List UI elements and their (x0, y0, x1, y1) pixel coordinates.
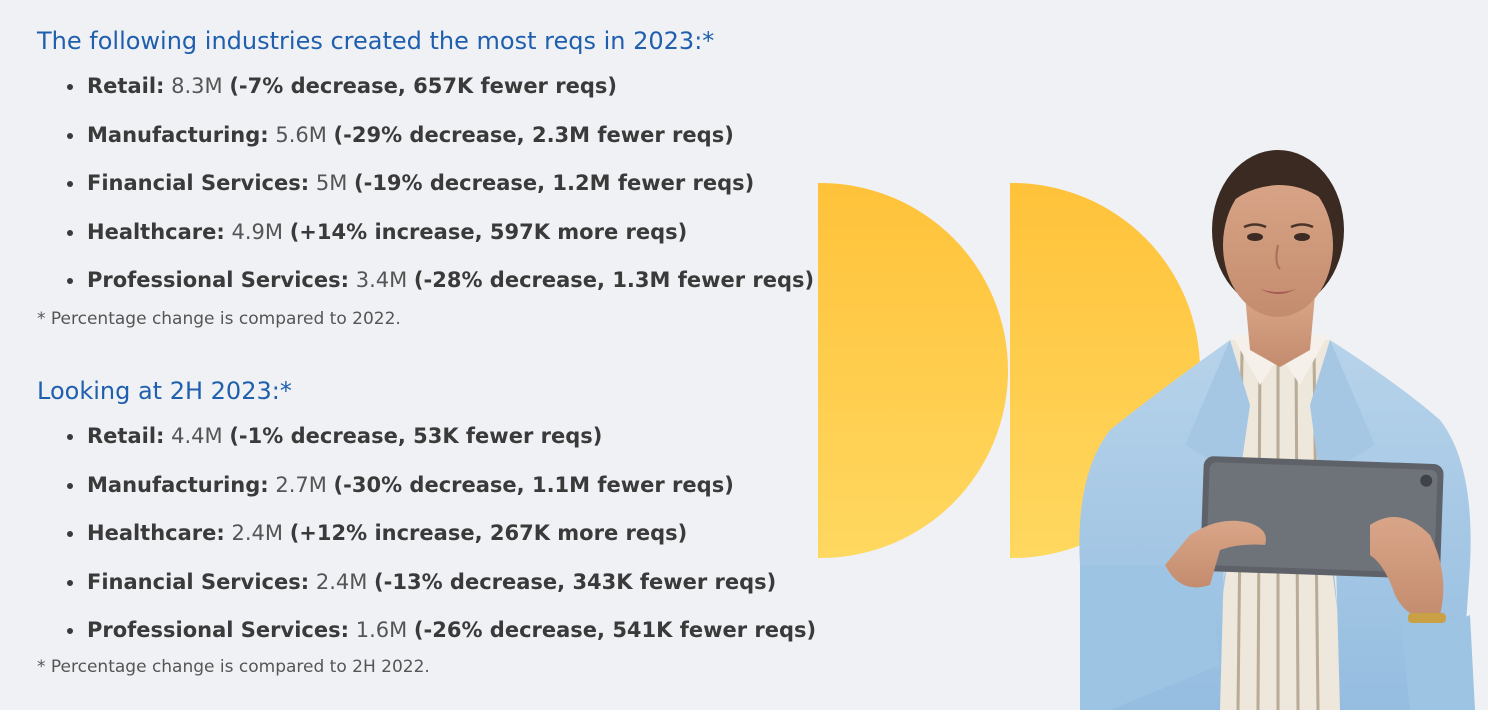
section-heading: Looking at 2H 2023:* (37, 377, 292, 405)
change-text: (-29% decrease, 2.3M fewer reqs) (333, 122, 734, 147)
change-text: (+12% increase, 267K more reqs) (289, 521, 688, 545)
reqs-value: 2.4M (231, 521, 283, 545)
change-text: (-19% decrease, 1.2M fewer reqs) (354, 171, 755, 195)
reqs-value: 4.9M (231, 219, 283, 244)
industry-list: Retail: 8.3M (-7% decrease, 657K fewer r… (37, 66, 814, 309)
reqs-value: 5M (315, 171, 348, 195)
list-item: Professional Services: 3.4M (-28% decrea… (66, 260, 815, 309)
footnote: * Percentage change is compared to 2022. (37, 308, 401, 329)
list-item: Financial Services: 5M (-19% decrease, 1… (66, 163, 814, 212)
footnote: * Percentage change is compared to 2H 20… (37, 656, 430, 677)
industry-label: Retail: (87, 424, 165, 448)
list-item: Healthcare: 4.9M (+14% increase, 597K mo… (66, 212, 814, 261)
list-item: Healthcare: 2.4M (+12% increase, 267K mo… (66, 513, 816, 562)
change-text: (-13% decrease, 343K fewer reqs) (374, 569, 777, 594)
change-text: (-26% decrease, 541K fewer reqs) (413, 618, 817, 642)
list-item: Retail: 8.3M (-7% decrease, 657K fewer r… (66, 66, 814, 115)
industry-label: Retail: (87, 74, 165, 98)
reqs-value: 4.4M (171, 424, 223, 448)
list-item: Professional Services: 1.6M (-26% decrea… (66, 610, 817, 659)
industry-list: Retail: 4.4M (-1% decrease, 53K fewer re… (37, 416, 816, 659)
change-text: (-30% decrease, 1.1M fewer reqs) (333, 472, 734, 497)
list-item: Retail: 4.4M (-1% decrease, 53K fewer re… (66, 416, 816, 465)
woman-with-tablet-photo (1079, 150, 1475, 710)
industry-label: Financial Services: (87, 569, 310, 594)
2h-2023-section: Looking at 2H 2023:* Retail: 4.4M (-1% d… (37, 374, 816, 677)
section-heading: The following industries created the mos… (37, 27, 715, 55)
industry-label: Manufacturing: (87, 472, 269, 497)
industry-label: Professional Services: (87, 618, 350, 642)
industries-2023-section: The following industries created the mos… (37, 24, 814, 329)
yellow-half-disc-decoration (818, 183, 1008, 558)
industry-label: Healthcare: (87, 521, 225, 545)
list-item: Financial Services: 2.4M (-13% decrease,… (66, 562, 816, 611)
industry-label: Financial Services: (87, 171, 310, 195)
industry-label: Manufacturing: (87, 122, 269, 147)
reqs-value: 8.3M (171, 74, 223, 98)
list-item: Manufacturing: 2.7M (-30% decrease, 1.1M… (66, 465, 816, 514)
reqs-value: 3.4M (355, 268, 408, 292)
list-item: Manufacturing: 5.6M (-29% decrease, 2.3M… (66, 115, 814, 164)
reqs-value: 1.6M (355, 618, 408, 642)
change-text: (-7% decrease, 657K fewer reqs) (229, 74, 617, 98)
reqs-value: 2.4M (315, 569, 368, 594)
change-text: (-1% decrease, 53K fewer reqs) (229, 424, 603, 448)
change-text: (+14% increase, 597K more reqs) (289, 219, 688, 244)
industry-label: Professional Services: (87, 268, 350, 292)
industry-label: Healthcare: (87, 219, 225, 244)
reqs-value: 2.7M (275, 472, 327, 497)
reqs-value: 5.6M (275, 122, 327, 147)
change-text: (-28% decrease, 1.3M fewer reqs) (413, 268, 815, 292)
